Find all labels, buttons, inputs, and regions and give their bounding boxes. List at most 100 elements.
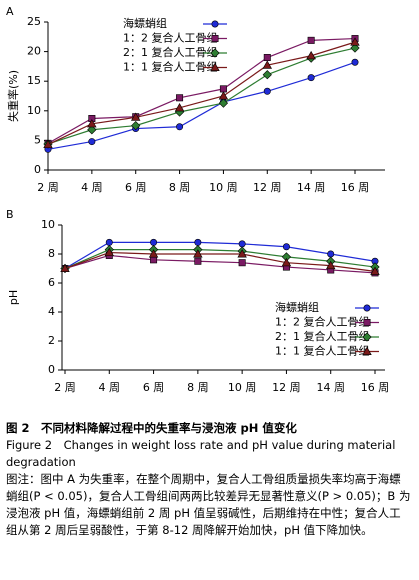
marker: [176, 94, 184, 102]
marker: [211, 20, 219, 28]
y-tick-label: 2: [48, 334, 55, 347]
marker: [104, 247, 115, 257]
legend-label: 2：1 复合人工骨组: [123, 45, 218, 59]
marker: [263, 54, 271, 62]
marker: [210, 48, 220, 58]
marker: [194, 257, 202, 265]
marker: [282, 243, 290, 251]
series-line: [47, 37, 356, 144]
y-axis-label: 失重率(%): [6, 70, 20, 122]
x-tick-label: 8 周: [169, 181, 191, 194]
legend-label: 1：2 复合人工骨组: [123, 31, 218, 45]
marker: [263, 87, 271, 95]
legend-label: 海螵蛸组: [123, 16, 167, 30]
series-line: [64, 251, 376, 272]
x-tick-label: 6 周: [143, 381, 165, 394]
marker: [281, 257, 292, 267]
marker: [88, 138, 96, 146]
marker: [150, 238, 158, 246]
x-tick-label: 12 周: [272, 381, 301, 394]
x-tick-label: 14 周: [297, 181, 326, 194]
marker: [219, 85, 227, 93]
series-line: [64, 249, 376, 270]
series-line: [47, 41, 356, 146]
marker: [131, 120, 141, 131]
legend-label: 2：1 复合人工骨组: [275, 329, 370, 343]
caption: 图 2 不同材料降解过程中的失重率与浸泡液 pH 值变化 Figure 2 Ch…: [6, 420, 412, 539]
marker: [176, 123, 184, 131]
marker: [87, 125, 97, 135]
x-tick-label: 8 周: [187, 381, 209, 394]
marker: [238, 259, 246, 267]
marker: [362, 332, 372, 342]
caption-en: Figure 2 Changes in weight loss rate and…: [6, 438, 396, 469]
y-tick-label: 0: [48, 363, 55, 376]
x-tick-label: 2 周: [54, 381, 76, 394]
series-line: [47, 47, 356, 145]
y-tick-label: 4: [48, 305, 55, 318]
marker: [150, 256, 158, 264]
marker: [306, 50, 316, 60]
marker: [363, 304, 371, 312]
x-tick-label: 14 周: [316, 381, 345, 394]
marker: [105, 238, 113, 246]
marker: [350, 43, 360, 53]
legend-label: 1：1 复合人工骨组: [123, 60, 218, 74]
marker: [174, 103, 185, 112]
y-tick-label: 0: [34, 163, 41, 176]
marker: [210, 62, 220, 71]
marker: [60, 263, 70, 273]
x-tick-label: 6 周: [125, 181, 147, 194]
marker: [362, 346, 372, 356]
marker: [218, 98, 229, 108]
x-tick-label: 2 周: [37, 181, 59, 194]
y-tick-label: 25: [27, 15, 41, 28]
marker: [351, 58, 359, 66]
marker: [130, 112, 141, 121]
marker: [194, 238, 202, 246]
marker: [363, 318, 371, 326]
y-tick-label: 20: [27, 45, 41, 58]
panel-label: B: [6, 208, 14, 221]
x-tick-label: 16 周: [361, 381, 390, 394]
legend-label: 海螵蛸组: [275, 300, 319, 314]
x-tick-label: 10 周: [209, 181, 238, 194]
marker: [148, 249, 159, 258]
legend-label: 1：1 复合人工骨组: [275, 344, 370, 358]
x-tick-label: 12 周: [253, 181, 282, 194]
y-tick-label: 10: [27, 104, 41, 117]
legend-label: 1：2 复合人工骨组: [275, 315, 370, 329]
marker: [262, 70, 272, 80]
y-tick-label: 8: [48, 247, 55, 260]
marker: [307, 74, 315, 82]
marker: [237, 249, 247, 258]
marker: [327, 250, 335, 258]
x-tick-label: 4 周: [99, 381, 121, 394]
marker: [218, 91, 229, 100]
y-tick-label: 5: [34, 133, 41, 146]
y-tick-label: 15: [27, 74, 41, 87]
marker: [350, 37, 360, 46]
series-line: [64, 254, 376, 274]
marker: [238, 240, 246, 248]
y-axis-label: pH: [7, 290, 20, 305]
caption-note: 图注：图中 A 为失重率，在整个周期中，复合人工骨组质量损失率均高于海螵蛸组(P…: [6, 472, 411, 537]
y-tick-label: 10: [41, 218, 55, 231]
marker: [307, 36, 315, 44]
x-tick-label: 10 周: [228, 381, 257, 394]
x-tick-label: 16 周: [341, 181, 370, 194]
series-line: [47, 61, 356, 150]
marker: [211, 34, 219, 42]
x-tick-label: 4 周: [81, 181, 103, 194]
marker: [325, 260, 336, 270]
marker: [43, 139, 53, 149]
marker: [370, 266, 380, 275]
caption-cn: 图 2 不同材料降解过程中的失重率与浸泡液 pH 值变化: [6, 421, 297, 435]
marker: [193, 249, 203, 258]
marker: [87, 119, 97, 128]
marker: [262, 60, 273, 69]
panel-label: A: [6, 5, 14, 18]
series-line: [64, 241, 376, 270]
